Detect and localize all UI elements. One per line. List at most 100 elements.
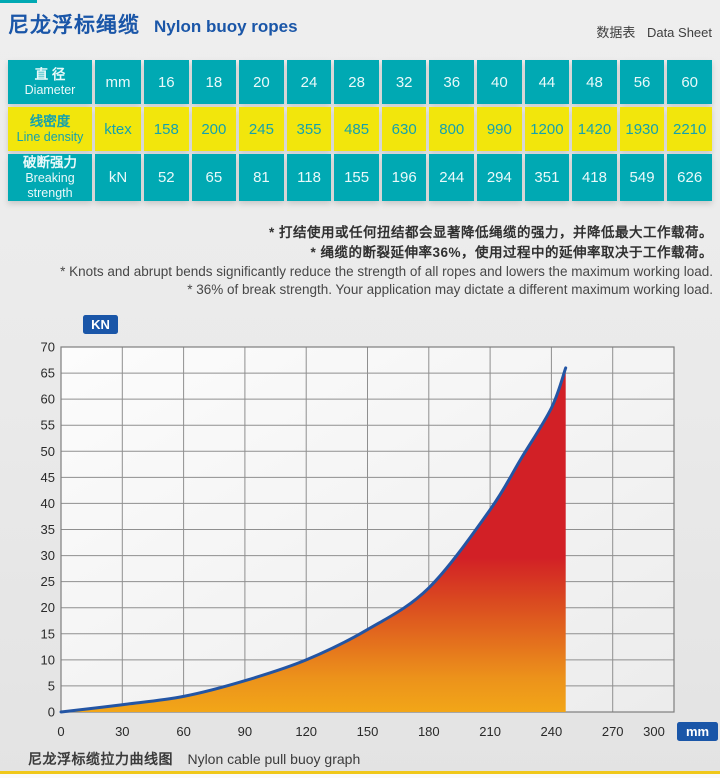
value-cell: 24 [286,60,332,104]
value-cell: 56 [619,60,665,104]
value-cell: 48 [572,60,617,104]
value-cell: 244 [429,154,475,201]
value-cell: 36 [429,60,475,104]
y-tick-label: 55 [41,418,55,433]
footnote-en-2: * 36% of break strength. Your applicatio… [187,281,713,297]
value-cell: 418 [572,154,617,201]
footnote-cn-1: * 打结使用或任何扭结都会显著降低绳缆的强力，并降低最大工作载荷。 [268,225,713,240]
value-cell: 52 [144,154,189,201]
chart-series [59,366,568,714]
value-cell: 245 [239,107,284,151]
value-cell: 44 [524,60,570,104]
value-cell: 20 [239,60,284,104]
bottom-strip [0,774,720,778]
spec-table: 直 径 Diameter mm 16 18 20 24 28 32 36 40 44 48 56 60 线密度… [5,57,715,204]
datasheet-label-en: Data Sheet [646,25,712,40]
y-tick-label: 10 [41,652,55,667]
value-cell: 630 [381,107,427,151]
x-tick-label: 90 [238,724,252,739]
value-cell: 65 [191,154,237,201]
value-cell: 626 [667,154,712,201]
y-tick-label: 35 [41,522,55,537]
y-tick-label: 65 [41,366,55,381]
chart-caption: 尼龙浮标缆拉力曲线图 Nylon cable pull buoy graph [28,749,360,769]
x-tick-label: 150 [357,724,379,739]
value-cell: 800 [429,107,475,151]
chart-caption-en: Nylon cable pull buoy graph [187,751,361,767]
value-cell: 351 [524,154,570,201]
value-cell: 485 [334,107,379,151]
value-cell: 196 [381,154,427,201]
y-tick-label: 60 [41,392,55,407]
value-cell: 28 [334,60,379,104]
curve-area-fill [61,367,566,712]
x-tick-label: 270 [602,724,624,739]
pull-curve-chart: 0 5 10 15 20 25 30 35 40 45 50 55 60 65 70 0 30 60 90 120 15… [41,315,718,741]
value-cell: 32 [381,60,427,104]
value-cell: 40 [477,60,522,104]
value-cell: 990 [477,107,522,151]
table-row: 直 径 Diameter mm 16 18 20 24 28 32 36 40 44 48 56 60 [8,60,712,104]
y-tick-label: 45 [41,470,55,485]
row-label-en: Diameter [24,83,76,97]
y-tick-label: 50 [41,444,55,459]
value-cell: 355 [286,107,332,151]
footnotes: * 打结使用或任何扭结都会显著降低绳缆的强力，并降低最大工作载荷。 * 绳缆的断… [60,223,713,298]
y-tick-label: 40 [41,496,55,511]
page-title-cn: 尼龙浮标绳缆 [8,14,140,37]
value-cell: 18 [191,60,237,104]
y-tick-label: 30 [41,548,55,563]
x-tick-label: 60 [176,724,190,739]
footnote-en-1: * Knots and abrupt bends significantly r… [60,264,713,279]
value-cell: 158 [144,107,189,151]
chart-caption-cn: 尼龙浮标缆拉力曲线图 [28,751,173,767]
x-tick-label: 210 [479,724,501,739]
row-label-cell: 破断强力 Breaking strength [8,154,92,201]
row-label-cn: 破断强力 [23,155,77,170]
value-cell: 1200 [524,107,570,151]
value-cell: 118 [286,154,332,201]
x-tick-label: 0 [57,724,64,739]
curve-line [59,366,568,714]
x-tick-label: 240 [541,724,563,739]
y-unit-badge-label: KN [91,317,110,332]
corner-accent-bar [0,0,37,3]
row-unit-cell: ktex [95,107,141,151]
x-unit-badge-label: mm [686,724,709,739]
value-cell: 2210 [667,107,712,151]
value-cell: 294 [477,154,522,201]
value-cell: 549 [619,154,665,201]
x-tick-label: 180 [418,724,440,739]
row-label-cn: 线密度 [29,114,71,129]
row-label-en: Line density [16,130,84,144]
table-row: 线密度 Line density ktex 158 200 245 355 485 630 800… [8,107,712,151]
row-label-cell: 直 径 Diameter [8,60,92,104]
y-tick-label: 5 [48,678,55,693]
page-title-en: Nylon buoy ropes [154,17,298,36]
value-cell: 16 [144,60,189,104]
y-tick-label: 20 [41,600,55,615]
bottom-accent-rule [0,771,720,774]
chart-axis-labels: 0 5 10 15 20 25 30 35 40 45 50 55 60 65 70 0 30 60 90 120 15… [41,340,665,740]
row-label-cn: 直 径 [34,67,66,82]
row-label-en: Breaking strength [25,171,75,200]
page-title: 尼龙浮标绳缆 Nylon buoy ropes [8,9,298,39]
x-tick-label: 120 [295,724,317,739]
value-cell: 1420 [572,107,617,151]
row-label-cell: 线密度 Line density [8,107,92,151]
row-unit-cell: kN [95,154,141,201]
value-cell: 1930 [619,107,665,151]
value-cell: 155 [334,154,379,201]
y-unit-badge: KN [83,315,118,334]
value-cell: 200 [191,107,237,151]
x-unit-badge: mm [677,722,718,741]
y-tick-label: 25 [41,574,55,589]
footnote-cn-2: * 绳缆的断裂延伸率36%，使用过程中的延伸率取决于工作载荷。 [310,245,713,260]
y-tick-label: 70 [41,340,55,355]
value-cell: 81 [239,154,284,201]
datasheet-label-cn: 数据表 [596,25,636,40]
x-tick-label: 300 [643,724,665,739]
datasheet-label: 数据表 Data Sheet [588,22,712,41]
row-unit-cell: mm [95,60,141,104]
value-cell: 60 [667,60,712,104]
